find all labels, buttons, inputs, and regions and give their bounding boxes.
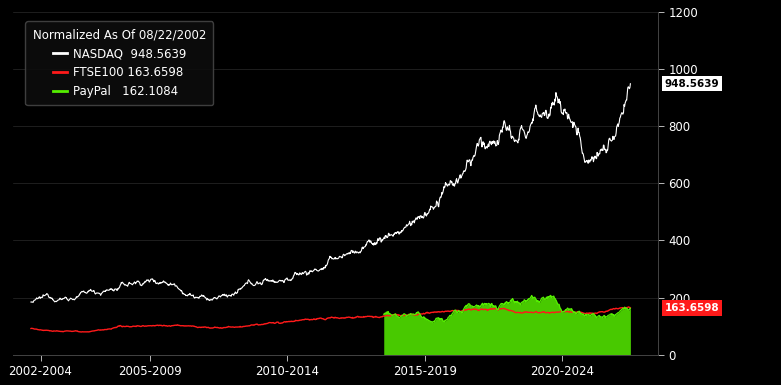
Text: 948.5639: 948.5639 [665,79,719,89]
Text: 163.6598: 163.6598 [665,303,719,313]
Legend: NASDAQ  948.5639, FTSE100 163.6598, PayPal   162.1084: NASDAQ 948.5639, FTSE100 163.6598, PayPa… [26,21,213,105]
